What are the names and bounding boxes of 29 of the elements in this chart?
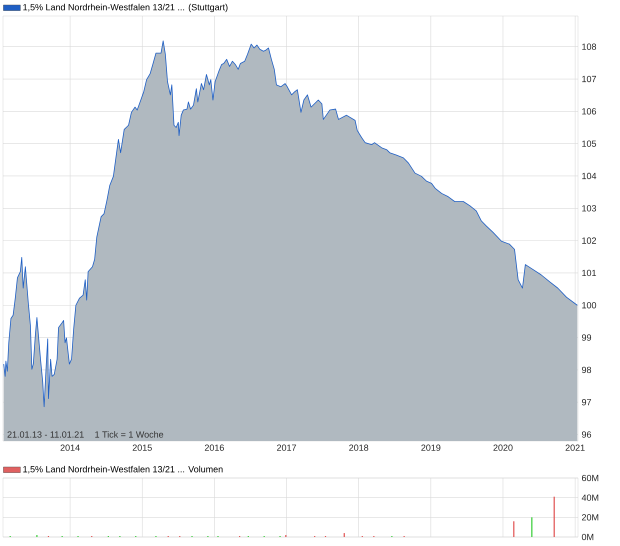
y-tick-label: 106 xyxy=(582,108,596,115)
y-tick-label: 103 xyxy=(582,205,596,212)
y-tick-label: 100 xyxy=(582,302,596,308)
y-tick-label: 105 xyxy=(582,140,596,147)
y-tick-label: 97 xyxy=(582,399,592,406)
y-tick-label: 107 xyxy=(582,76,596,82)
y-tick-label: 60M xyxy=(582,474,598,482)
y-tick-label: 96 xyxy=(582,431,592,438)
x-tick-label: 2015 xyxy=(132,444,152,451)
y-tick-label: 108 xyxy=(582,44,596,50)
y-tick-label: 98 xyxy=(582,366,592,374)
x-tick-label: 2020 xyxy=(493,444,513,451)
legend-label: 1,5% Land Nordrhein-Westfalen 13/21 ... (Stuttgart) xyxy=(23,4,228,12)
x-tick-label: 2021 xyxy=(566,444,585,451)
x-tick-label: 2014 xyxy=(60,444,80,451)
y-tick-label: 102 xyxy=(582,237,596,244)
x-tick-label: 2019 xyxy=(421,444,440,451)
y-tick-label: 101 xyxy=(582,270,596,276)
annotation: 21.01.13 - 11.01.21 xyxy=(8,431,84,438)
y-tick-label: 104 xyxy=(582,172,596,180)
x-tick-label: 2016 xyxy=(204,444,224,451)
y-tick-label: 40M xyxy=(582,494,598,501)
x-tick-label: 2018 xyxy=(349,444,368,451)
y-tick-label: 99 xyxy=(582,334,592,341)
annotation: 1 Tick = 1 Woche xyxy=(95,431,164,438)
x-tick-label: 2017 xyxy=(277,444,296,451)
y-tick-label: 20M xyxy=(582,514,598,521)
legend-label: 1,5% Land Nordrhein-Westfalen 13/21 ... Volumen xyxy=(23,466,223,474)
y-tick-label: 0M xyxy=(582,534,594,540)
